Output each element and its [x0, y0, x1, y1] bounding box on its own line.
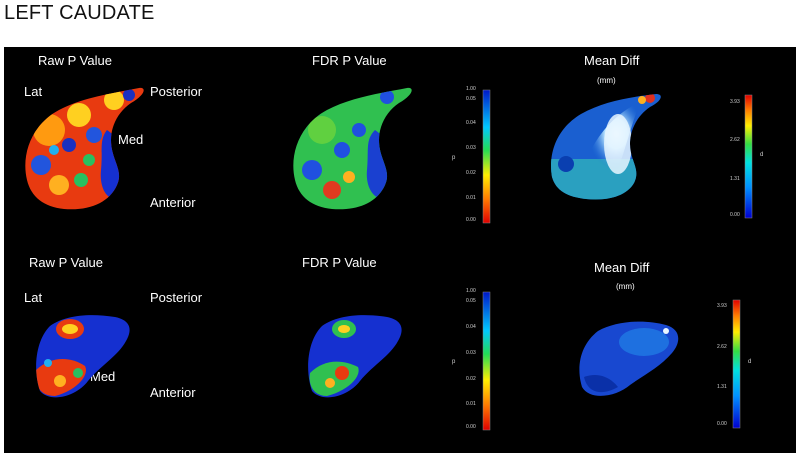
p-tick-2-1: 0.04 — [466, 324, 476, 330]
mm-tick-2-3: 0.00 — [717, 421, 727, 427]
lat-label-2: Lat — [24, 290, 43, 305]
mean-diff-caudate-shape-1 — [551, 94, 661, 200]
anterior-label-2: Anterior — [150, 385, 196, 400]
mean-diff-title-1: Mean Diff — [584, 53, 640, 68]
fdr-p-title-2: FDR P Value — [302, 255, 377, 270]
anterior-label-1: Anterior — [150, 195, 196, 210]
mm-tick-1-2: 1.31 — [730, 176, 740, 182]
fdr-p-caudate-shape-1 — [293, 87, 412, 210]
p-axis-letter-2: p — [452, 359, 456, 365]
raw-p-caudate-shape-2 — [36, 315, 130, 398]
p-colorbar-2 — [482, 291, 491, 431]
fdr-p-caudate-shape-2 — [308, 315, 402, 398]
mean-diff-unit-1: (mm) — [597, 76, 616, 85]
mean-diff-unit-2: (mm) — [616, 282, 635, 291]
raw-p-title-1: Raw P Value — [38, 53, 112, 68]
p-tick-2-4: 0.01 — [466, 401, 476, 407]
p-tick-2-3: 0.02 — [466, 376, 476, 382]
p-tick-2-0: 0.05 — [466, 298, 476, 304]
p-colorbar-top-1: 1.00 — [466, 86, 476, 92]
p-axis-letter-1: p — [452, 155, 456, 161]
p-tick-1-3: 0.02 — [466, 170, 476, 176]
med-label-2: Med — [90, 369, 116, 384]
mm-tick-2-1: 2.62 — [717, 344, 727, 350]
lat-label-1: Lat — [24, 84, 43, 99]
mm-tick-2-0: 3.93 — [717, 303, 727, 309]
posterior-label-1: Posterior — [150, 84, 203, 99]
mean-diff-caudate-shape-2 — [579, 321, 679, 396]
mm-tick-1-3: 0.00 — [730, 212, 740, 218]
page-title: LEFT CAUDATE — [4, 2, 155, 24]
mean-diff-title-2: Mean Diff — [594, 260, 650, 275]
mm-axis-letter-1: d — [760, 152, 764, 158]
med-label-1: Med — [118, 132, 144, 147]
figure-panel: Raw P Value FDR P Value Mean Diff (mm) L… — [4, 47, 796, 453]
mm-colorbar-1 — [744, 94, 753, 219]
mm-tick-1-0: 3.93 — [730, 99, 740, 105]
mm-tick-1-1: 2.62 — [730, 137, 740, 143]
p-tick-1-1: 0.04 — [466, 120, 476, 126]
raw-p-title-2: Raw P Value — [29, 255, 103, 270]
mm-axis-letter-2: d — [748, 359, 752, 365]
mm-tick-2-2: 1.31 — [717, 384, 727, 390]
p-tick-1-0: 0.05 — [466, 96, 476, 102]
p-tick-2-5: 0.00 — [466, 424, 476, 430]
mm-colorbar-2 — [732, 299, 741, 429]
raw-p-caudate-shape-1 — [25, 87, 144, 210]
p-colorbar-1 — [482, 89, 491, 224]
p-tick-1-4: 0.01 — [466, 195, 476, 201]
p-tick-2-2: 0.03 — [466, 350, 476, 356]
posterior-label-2: Posterior — [150, 290, 203, 305]
p-tick-1-5: 0.00 — [466, 217, 476, 223]
p-colorbar-top-2: 1.00 — [466, 288, 476, 294]
fdr-p-title-1: FDR P Value — [312, 53, 387, 68]
p-tick-1-2: 0.03 — [466, 145, 476, 151]
